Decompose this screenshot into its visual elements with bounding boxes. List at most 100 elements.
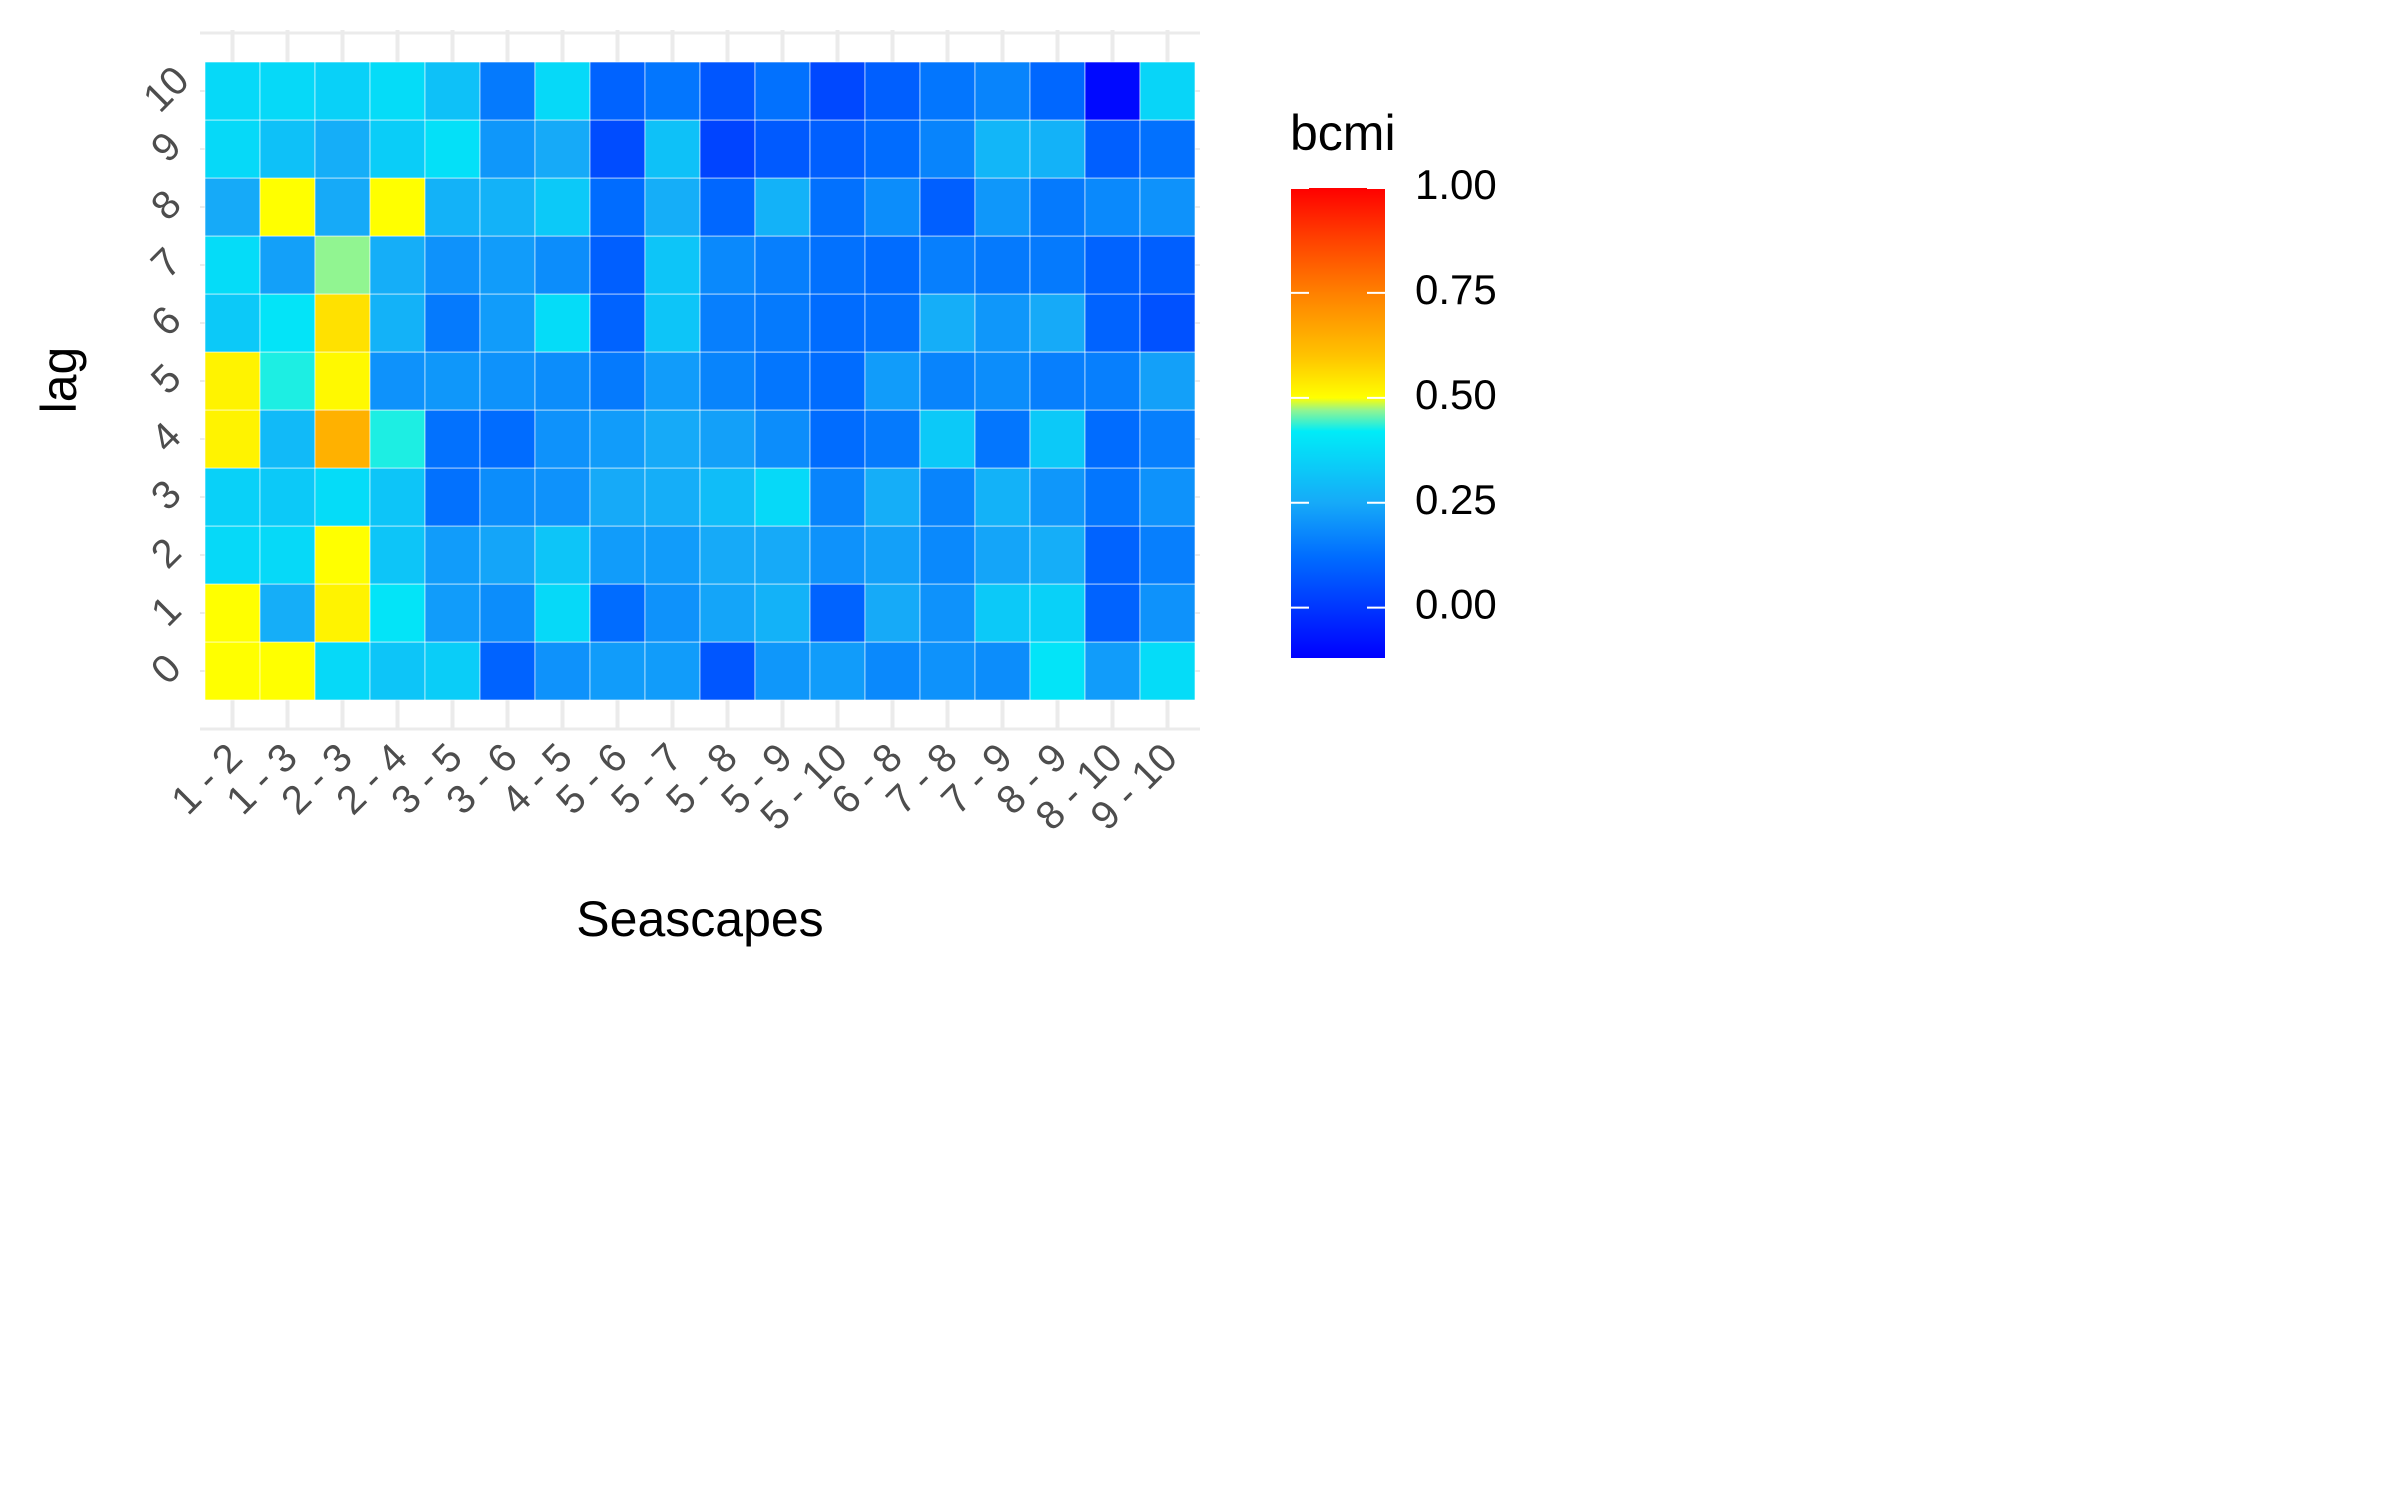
heatmap-cell [644, 119, 701, 179]
heatmap-cell [259, 293, 316, 353]
heatmap-cell [259, 235, 316, 295]
heatmap-cell [1084, 177, 1141, 237]
heatmap-cell [1084, 467, 1141, 527]
heatmap-cell [754, 525, 811, 585]
heatmap-cell [754, 409, 811, 469]
heatmap-cell [1084, 235, 1141, 295]
heatmap-cell [369, 293, 426, 353]
heatmap-cell [1139, 61, 1196, 121]
heatmap-cell [369, 525, 426, 585]
heatmap-cell [369, 177, 426, 237]
heatmap-cell [534, 119, 591, 179]
heatmap-cell [1139, 293, 1196, 353]
heatmap-cell [424, 119, 481, 179]
heatmap-cell [314, 641, 371, 701]
heatmap-cell [204, 525, 261, 585]
y-tick-label: 3 [143, 472, 190, 519]
heatmap-cell [974, 467, 1031, 527]
heatmap-cell [864, 293, 921, 353]
heatmap-cell [644, 467, 701, 527]
heatmap-cell [919, 583, 976, 643]
heatmap-cell [809, 351, 866, 411]
legend-tick-label: 0.75 [1415, 266, 1497, 313]
heatmap-cell [1029, 525, 1086, 585]
heatmap-cell [919, 119, 976, 179]
heatmap-cell [1139, 235, 1196, 295]
heatmap-cell [1084, 119, 1141, 179]
heatmap-cell [1084, 641, 1141, 701]
heatmap-cell [479, 641, 536, 701]
heatmap-cell [1029, 583, 1086, 643]
heatmap-cell [754, 119, 811, 179]
heatmap-cell [589, 641, 646, 701]
heatmap-cell [644, 409, 701, 469]
heatmap-cell [534, 351, 591, 411]
heatmap-cell [424, 583, 481, 643]
heatmap-cell [369, 641, 426, 701]
heatmap-cell [534, 293, 591, 353]
legend-tick-label: 0.25 [1415, 476, 1497, 523]
heatmap-cell [534, 525, 591, 585]
heatmap-cell [424, 293, 481, 353]
heatmap-cell [919, 61, 976, 121]
heatmap-cell [809, 119, 866, 179]
y-tick-label: 6 [143, 298, 190, 345]
heatmap-cell [1139, 409, 1196, 469]
heatmap-cell [974, 351, 1031, 411]
heatmap-cell [259, 467, 316, 527]
heatmap-cell [919, 235, 976, 295]
heatmap-cell [754, 61, 811, 121]
heatmap-cell [644, 61, 701, 121]
heatmap-cell [314, 583, 371, 643]
heatmap-cell [1139, 583, 1196, 643]
heatmap-cell [1029, 351, 1086, 411]
heatmap-cell [974, 525, 1031, 585]
heatmap-cell [974, 119, 1031, 179]
heatmap-cell [1084, 293, 1141, 353]
y-tick-label: 8 [143, 182, 190, 229]
heatmap-cell [479, 61, 536, 121]
heatmap-cell [314, 61, 371, 121]
heatmap-chart: 0 1 2 3 4 5 6 7 8 910 1 - 21 - 32 - 32 - 43 - 53 … [31, 30, 1497, 947]
heatmap-cell [204, 119, 261, 179]
heatmap-cell [479, 409, 536, 469]
heatmap-cell [754, 177, 811, 237]
heatmap-cell [644, 641, 701, 701]
heatmap-cell [589, 409, 646, 469]
heatmap-cell [974, 409, 1031, 469]
heatmap-cell [479, 583, 536, 643]
heatmap-cell [424, 235, 481, 295]
heatmap-cell [1084, 351, 1141, 411]
y-tick-label: 10 [135, 58, 198, 121]
heatmap-cell [534, 641, 591, 701]
heatmap-cell [699, 293, 756, 353]
legend-tick-label: 0.50 [1415, 371, 1497, 418]
heatmap-cell [809, 61, 866, 121]
heatmap-cell [699, 467, 756, 527]
heatmap-cell [369, 409, 426, 469]
heatmap-cell [589, 235, 646, 295]
heatmap-cell [424, 351, 481, 411]
heatmap-cell [754, 583, 811, 643]
legend-ticks: 1.00 0.75 0.50 0.25 0.00 [1291, 161, 1497, 628]
heatmap-cell [424, 61, 481, 121]
heatmap-cell [974, 177, 1031, 237]
heatmap-cell [919, 177, 976, 237]
heatmap-cell [204, 641, 261, 701]
heatmap-cell [314, 177, 371, 237]
heatmap-cell [699, 525, 756, 585]
heatmap-cell [919, 351, 976, 411]
y-tick-label: 4 [143, 414, 190, 461]
heatmap-cell [699, 177, 756, 237]
heatmap-cell [314, 525, 371, 585]
heatmap-cell [919, 293, 976, 353]
heatmap-cell [369, 119, 426, 179]
heatmap-cell [204, 409, 261, 469]
heatmap-cell [699, 583, 756, 643]
heatmap-cell [1084, 409, 1141, 469]
heatmap-cell [919, 409, 976, 469]
heatmap-cell [369, 61, 426, 121]
heatmap-cell [369, 583, 426, 643]
heatmap-cell [919, 641, 976, 701]
heatmap-cell [1029, 641, 1086, 701]
